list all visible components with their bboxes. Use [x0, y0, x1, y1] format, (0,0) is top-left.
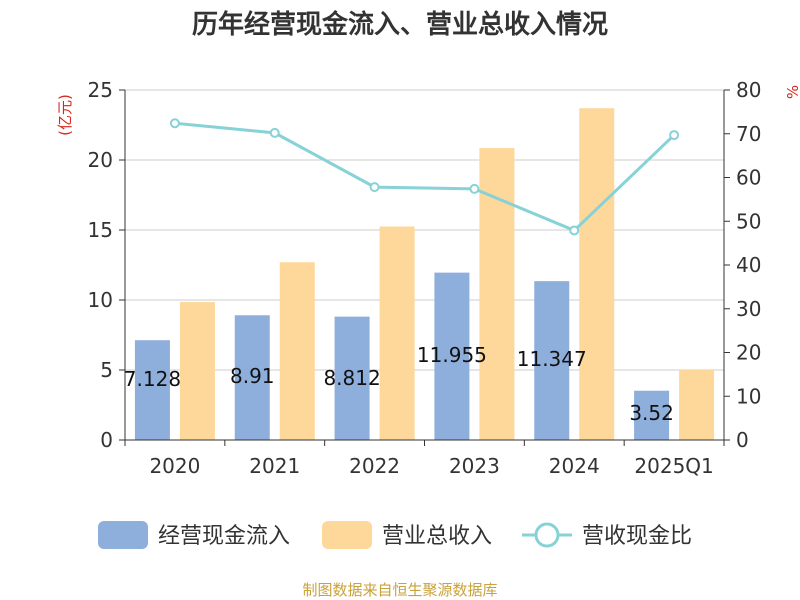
ratio-point: [569, 225, 580, 236]
bars: [134, 108, 715, 440]
legend-swatch-cash-inflow: [98, 521, 148, 549]
left-tick-label: 10: [88, 288, 113, 312]
left-tick-label: 20: [88, 148, 113, 172]
left-tick-label: 25: [88, 78, 113, 102]
legend-label-revenue: 营业总收入: [382, 524, 492, 549]
bar-cash-inflow: [134, 340, 170, 440]
left-tick-label: 15: [88, 218, 113, 242]
grid: [125, 89, 724, 371]
bar-value-label: 8.91: [230, 364, 275, 388]
legend-swatch-revenue: [322, 521, 372, 549]
bar-value-label: 11.347: [517, 347, 587, 371]
x-tick-label: 2022: [349, 454, 400, 478]
bar-cash-inflow: [434, 272, 470, 440]
data-labels: 7.128 8.91 8.812 11.955 11.347 3.52: [124, 343, 674, 425]
right-tick-label: 50: [736, 209, 761, 233]
bar-cash-inflow: [334, 316, 370, 440]
line-series: [169, 118, 680, 236]
legend-label-cash-inflow: 经营现金流入: [158, 524, 290, 549]
x-tick-label: 2024: [549, 454, 600, 478]
legend: 经营现金流入 营业总收入 营收现金比: [98, 521, 692, 549]
bar-cash-inflow: [634, 390, 670, 440]
ratio-point: [169, 118, 180, 129]
bar-cash-inflow: [234, 315, 270, 440]
right-tick-label: 40: [736, 253, 761, 277]
x-tick-label: 2025Q1: [634, 454, 713, 478]
right-tick-label: 10: [736, 384, 761, 408]
axes: 0 5 10 15 20 25 0 10 20 30 40 50 60 70 80 2020 2021 2022 2…: [88, 78, 762, 478]
chart-title: 历年经营现金流入、营业总收入情况: [192, 9, 608, 40]
ratio-point: [469, 183, 480, 194]
bar-cash-inflow: [534, 281, 570, 440]
right-axis-unit: %: [784, 85, 800, 99]
x-tick-label: 2020: [149, 454, 200, 478]
bar-revenue: [279, 262, 315, 440]
right-tick-label: 80: [736, 78, 761, 102]
right-tick-label: 0: [736, 428, 749, 452]
right-tick-label: 60: [736, 166, 761, 190]
right-tick-label: 70: [736, 122, 761, 146]
bar-revenue: [379, 226, 415, 440]
bar-value-label: 8.812: [323, 366, 380, 390]
bar-value-label: 3.52: [629, 401, 674, 425]
bar-revenue: [579, 108, 615, 440]
bar-value-label: 7.128: [124, 367, 181, 391]
ratio-point: [269, 127, 280, 138]
x-tick-label: 2021: [249, 454, 300, 478]
ratio-line: [174, 121, 676, 233]
legend-marker-ratio: [534, 522, 560, 548]
source-note: 制图数据来自恒生聚源数据库: [302, 581, 497, 599]
legend-label-ratio: 营收现金比: [582, 524, 692, 549]
x-tick-label: 2023: [449, 454, 500, 478]
left-tick-label: 0: [100, 428, 113, 452]
ratio-point: [369, 182, 380, 193]
right-tick-label: 20: [736, 341, 761, 365]
left-tick-label: 5: [100, 358, 113, 382]
bar-value-label: 11.955: [417, 343, 487, 367]
bar-revenue: [179, 302, 215, 440]
bar-revenue: [679, 369, 715, 440]
right-tick-label: 30: [736, 297, 761, 321]
left-axis-unit: (亿元): [56, 94, 74, 136]
ratio-point: [669, 130, 680, 141]
